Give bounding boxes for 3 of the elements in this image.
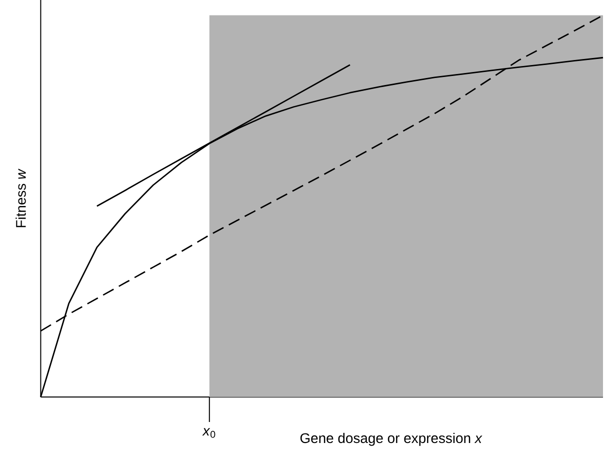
text: x$_{0}$ <box>202 428 216 438</box>
x-axis-title: Gene dosage or expression x <box>300 432 482 446</box>
y-axis-title: Fitness w <box>16 168 26 228</box>
